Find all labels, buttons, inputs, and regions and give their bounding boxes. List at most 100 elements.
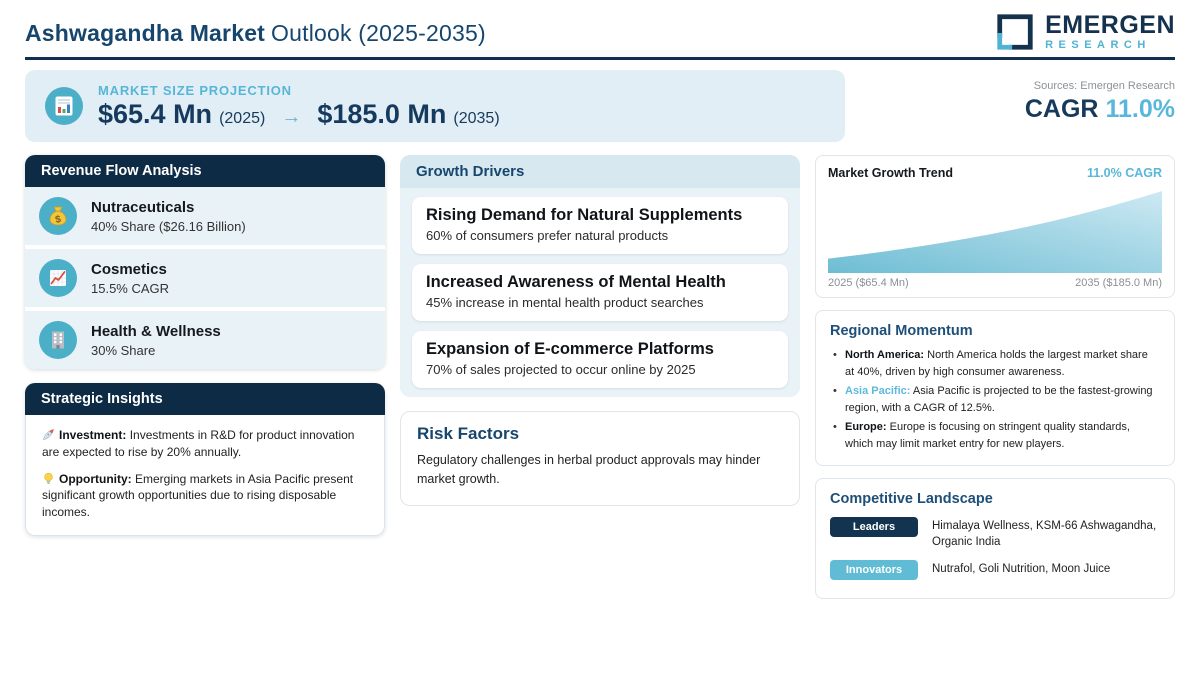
insight-label: Investment: xyxy=(59,428,127,442)
market-year-2035: (2035) xyxy=(453,109,500,127)
cagr-block: Sources: Emergen Research CAGR 11.0% xyxy=(1025,70,1175,142)
growth-drivers-panel: Growth Drivers Rising Demand for Natural… xyxy=(400,155,800,397)
page-header: Ashwagandha Market Outlook (2025-2035) EM… xyxy=(25,10,1175,60)
revenue-item-text: Nutraceuticals 40% Share ($26.16 Billion… xyxy=(91,199,246,234)
revenue-item-name: Health & Wellness xyxy=(91,322,221,340)
competitive-row-leaders: Leaders Himalaya Wellness, KSM-66 Ashwag… xyxy=(830,517,1160,550)
logo-square-icon xyxy=(997,13,1033,50)
competitive-landscape-title: Competitive Landscape xyxy=(830,491,993,508)
driver-detail: 45% increase in mental health product se… xyxy=(426,295,704,310)
banner-row: MARKET SIZE PROJECTION $65.4 Mn (2025) →… xyxy=(25,70,1175,142)
regional-text: Europe is focusing on stringent quality … xyxy=(845,421,1130,451)
left-column: Revenue Flow Analysis $ Nutraceuticals 4… xyxy=(25,155,385,536)
banner-label: MARKET SIZE PROJECTION xyxy=(98,82,292,98)
regional-item-europe: Europe: Europe is focusing on stringent … xyxy=(830,419,1160,453)
revenue-item-name: Cosmetics xyxy=(91,260,167,278)
driver-title: Rising Demand for Natural Supplements xyxy=(426,206,743,224)
insight-label: Opportunity: xyxy=(59,471,132,486)
page-title-rest: Outlook (2025-2035) xyxy=(271,20,486,46)
market-growth-trend-card: Market Growth Trend 11.0% CAGR 2025 ($65… xyxy=(815,155,1175,298)
revenue-item-cosmetics: Cosmetics 15.5% CAGR xyxy=(25,249,385,311)
right-column: Market Growth Trend 11.0% CAGR 2025 ($65… xyxy=(815,155,1175,600)
innovators-companies: Nutrafol, Goli Nutrition, Moon Juice xyxy=(932,563,1111,576)
regional-momentum-card: Regional Momentum North America: North A… xyxy=(815,310,1175,467)
revenue-item-text: Cosmetics 15.5% CAGR xyxy=(91,261,169,296)
competitive-landscape-card: Competitive Landscape Leaders Himalaya W… xyxy=(815,478,1175,600)
insight-opportunity: Opportunity: Emerging markets in Asia Pa… xyxy=(42,471,368,521)
arrow-right-icon: → xyxy=(281,105,302,128)
logo-text-research: RESEARCH xyxy=(1045,38,1151,51)
driver-detail: 60% of consumers prefer natural products xyxy=(426,228,669,243)
page-title-bold: Ashwagandha Market xyxy=(25,20,266,46)
regional-label: Europe: xyxy=(845,421,887,434)
regional-text: Asia Pacific is projected to be the fast… xyxy=(845,385,1153,415)
revenue-item-name: Nutraceuticals xyxy=(91,198,195,216)
driver-title: Increased Awareness of Mental Health xyxy=(426,273,726,291)
sources-note: Sources: Emergen Research xyxy=(1033,80,1175,92)
cagr-headline: CAGR 11.0% xyxy=(1025,95,1175,124)
innovators-badge: Innovators xyxy=(830,560,918,581)
regional-item-asia-pacific: Asia Pacific: Asia Pacific is projected … xyxy=(830,383,1160,417)
market-value-2035: $185.0 Mn xyxy=(317,98,447,129)
market-size-banner: MARKET SIZE PROJECTION $65.4 Mn (2025) →… xyxy=(25,70,845,142)
driver-detail: 70% of sales projected to occur online b… xyxy=(426,362,696,377)
chart-increasing-icon xyxy=(39,259,77,297)
banner-text: MARKET SIZE PROJECTION $65.4 Mn (2025) →… xyxy=(98,83,500,130)
driver-card-ecommerce: Expansion of E-commerce Platforms 70% of… xyxy=(412,331,788,388)
revenue-flow-panel: Revenue Flow Analysis $ Nutraceuticals 4… xyxy=(25,155,385,369)
insight-text: Emerging markets in Asia Pacific present… xyxy=(42,471,354,520)
trend-axis-labels: 2025 ($65.4 Mn) 2035 ($185.0 Mn) xyxy=(828,277,1162,289)
regional-list: North America: North America holds the l… xyxy=(830,347,1160,453)
revenue-item-detail: 30% Share xyxy=(91,342,156,358)
trend-card-title: Market Growth Trend xyxy=(828,166,954,180)
regional-label: Asia Pacific: xyxy=(845,385,911,398)
logo-wordmark: EMERGEN RESEARCH xyxy=(1045,10,1175,51)
trend-card-header: Market Growth Trend 11.0% CAGR xyxy=(828,166,1162,180)
regional-label: North America: xyxy=(845,349,925,361)
logo-text-emergen: EMERGEN xyxy=(1045,10,1175,39)
money-bag-icon: $ xyxy=(39,197,77,235)
svg-text:$: $ xyxy=(54,214,62,226)
risk-factors-card: Risk Factors Regulatory challenges in he… xyxy=(400,411,800,506)
bar-chart-document-icon xyxy=(45,87,83,125)
revenue-item-detail: 15.5% CAGR xyxy=(91,280,170,296)
insights-panel-title: Strategic Insights xyxy=(25,383,385,415)
rocket-icon xyxy=(43,429,54,440)
revenue-item-health-wellness: Health & Wellness 30% Share xyxy=(25,311,385,369)
strategic-insights-panel: Strategic Insights Investment: Investmen… xyxy=(25,383,385,536)
competitive-row-innovators: Innovators Nutrafol, Goli Nutrition, Moo… xyxy=(830,560,1160,581)
regional-text: North America holds the largest market s… xyxy=(845,349,1148,379)
insights-body: Investment: Investments in R&D for produ… xyxy=(25,415,385,536)
driver-card-natural-supplements: Rising Demand for Natural Supplements 60… xyxy=(412,197,788,254)
cagr-label: CAGR xyxy=(1024,95,1099,123)
risk-factors-title: Risk Factors xyxy=(417,424,520,443)
trend-label-2035: 2035 ($185.0 Mn) xyxy=(1075,277,1162,289)
emergen-logo: EMERGEN RESEARCH xyxy=(994,11,1175,57)
leaders-badge: Leaders xyxy=(830,517,918,538)
revenue-item-detail: 40% Share ($26.16 Billion) xyxy=(91,218,246,234)
growth-drivers-title: Growth Drivers xyxy=(400,155,800,188)
middle-column: Growth Drivers Rising Demand for Natural… xyxy=(400,155,800,506)
insight-investment: Investment: Investments in R&D for produ… xyxy=(42,427,368,461)
insight-text: Investments in R&D for product innovatio… xyxy=(42,428,355,459)
trend-label-2025: 2025 ($65.4 Mn) xyxy=(828,277,909,289)
trend-card-cagr: 11.0% CAGR xyxy=(1086,166,1162,180)
growth-drivers-body: Rising Demand for Natural Supplements 60… xyxy=(400,188,800,397)
regional-item-north-america: North America: North America holds the l… xyxy=(830,347,1160,381)
page-title: Ashwagandha Market Outlook (2025-2035) xyxy=(25,20,486,47)
regional-momentum-title: Regional Momentum xyxy=(830,323,973,339)
market-year-2025: (2025) xyxy=(219,109,266,127)
revenue-panel-title: Revenue Flow Analysis xyxy=(25,155,385,187)
revenue-item-text: Health & Wellness 30% Share xyxy=(91,323,221,358)
banner-values: $65.4 Mn (2025) → $185.0 Mn (2035) xyxy=(98,99,500,130)
leaders-companies: Himalaya Wellness, KSM-66 Ashwagandha, O… xyxy=(932,520,1157,548)
market-value-2025: $65.4 Mn xyxy=(98,98,213,129)
growth-trend-area-chart xyxy=(828,191,1162,273)
risk-factors-text: Regulatory challenges in herbal product … xyxy=(417,453,761,486)
office-building-icon xyxy=(39,321,77,359)
revenue-item-nutraceuticals: $ Nutraceuticals 40% Share ($26.16 Billi… xyxy=(25,187,385,249)
driver-card-mental-health: Increased Awareness of Mental Health 45%… xyxy=(412,264,788,321)
driver-title: Expansion of E-commerce Platforms xyxy=(426,340,714,358)
light-bulb-icon xyxy=(44,472,53,484)
